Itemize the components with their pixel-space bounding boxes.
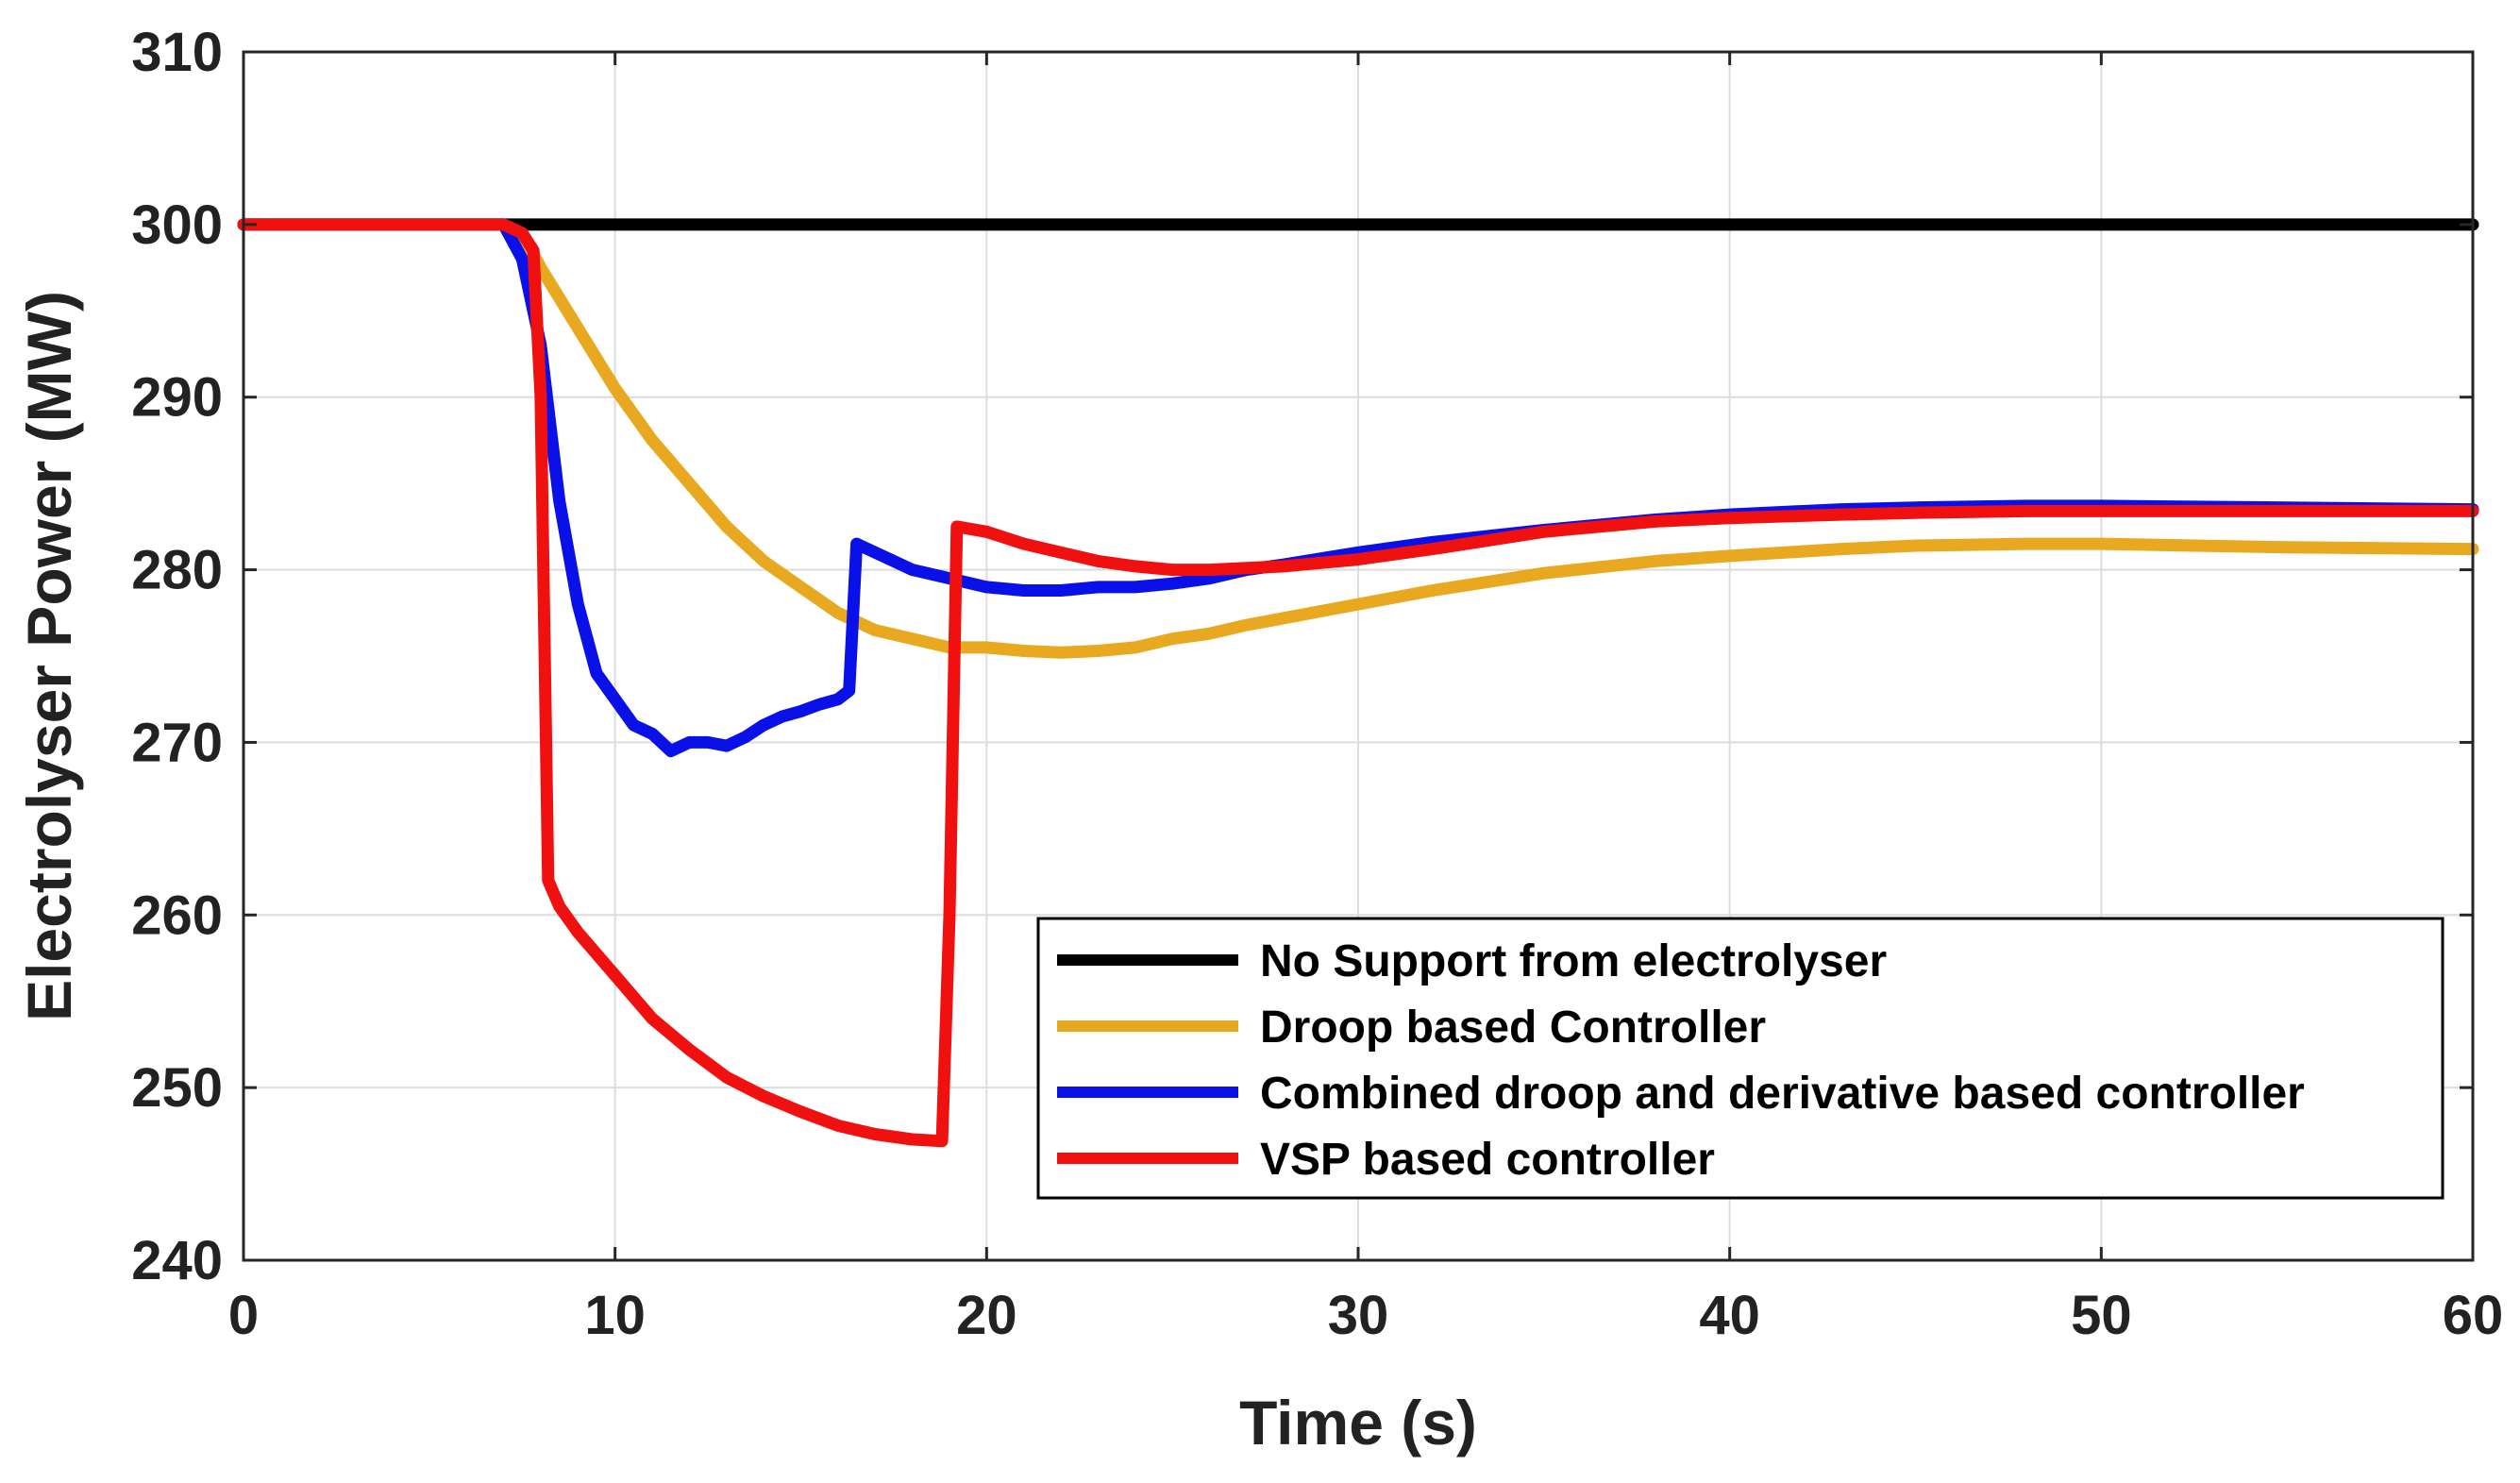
y-tick-label: 310	[131, 22, 223, 83]
series-line-4	[237, 218, 2479, 1148]
y-tick-label: 260	[131, 885, 223, 946]
x-tick-label: 10	[584, 1285, 646, 1346]
y-tick-label: 240	[131, 1230, 223, 1291]
y-tick-label: 300	[131, 194, 223, 256]
x-axis-label: Time (s)	[1239, 1388, 1477, 1458]
x-tick-label: 50	[2071, 1285, 2132, 1346]
x-tick-label: 40	[1699, 1285, 1760, 1346]
y-tick-label: 270	[131, 712, 223, 773]
x-tick-label: 20	[956, 1285, 1017, 1346]
axis-ticks: 0 10 20 30 40 50 60 240 250 260 270 280 290 300 310	[131, 22, 2503, 1346]
legend: No Support from electrolyser Droop based …	[1036, 917, 2444, 1200]
legend-label-4: VSP based controller	[1260, 1135, 1715, 1185]
legend-label-3: Combined droop and derivative based cont…	[1260, 1069, 2305, 1119]
series-layer	[237, 218, 2479, 1148]
x-tick-label: 30	[1328, 1285, 1389, 1346]
y-axis-label: Electrolyser Power (MW)	[14, 291, 84, 1021]
legend-entries: No Support from electrolyser Droop based …	[1057, 936, 2305, 1185]
y-tick-label: 290	[131, 367, 223, 429]
legend-box	[1036, 917, 2444, 1200]
x-tick-label: 60	[2443, 1285, 2504, 1346]
legend-label-1: No Support from electrolyser	[1260, 936, 1887, 986]
x-tick-label: 0	[228, 1285, 259, 1346]
y-tick-label: 250	[131, 1057, 223, 1119]
legend-label-2: Droop based Controller	[1260, 1003, 1766, 1053]
y-tick-label: 280	[131, 540, 223, 601]
series-line-2	[237, 218, 2479, 659]
